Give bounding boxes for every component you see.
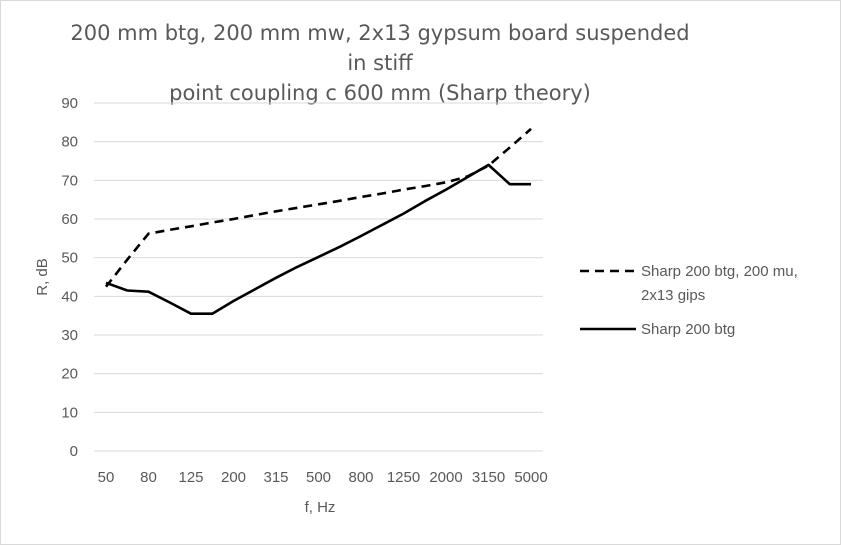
y-tick-label: 40 (61, 288, 78, 305)
x-tick-label: 3150 (472, 469, 505, 486)
x-tick-label: 50 (98, 469, 115, 486)
y-tick-label: 0 (70, 443, 78, 460)
x-tick-label: 315 (263, 469, 288, 486)
x-tick-label: 5000 (514, 469, 547, 486)
series-line-2 (105, 163, 531, 316)
y-axis-ticks: 0 10 20 30 40 50 60 70 80 90 (61, 95, 78, 460)
series-line-1 (104, 127, 532, 288)
y-tick-label: 80 (61, 134, 78, 151)
y-axis-title: R, dB (34, 258, 51, 296)
chart-title-line-1: 200 mm btg, 200 mm mw, 2x13 gypsum board… (70, 21, 690, 75)
y-tick-label: 90 (61, 95, 78, 112)
x-tick-label: 200 (221, 469, 246, 486)
x-tick-label: 80 (140, 469, 157, 486)
y-tick-label: 50 (61, 250, 78, 267)
x-tick-label: 125 (178, 469, 203, 486)
x-tick-label: 800 (348, 469, 373, 486)
x-axis-title: f, Hz (305, 499, 336, 516)
legend-label-1: Sharp 200 btg, 200 mu, (641, 263, 798, 280)
legend-label-2: Sharp 200 btg (641, 321, 735, 338)
x-tick-label: 500 (306, 469, 331, 486)
chart-title: 200 mm btg, 200 mm mw, 2x13 gypsum board… (60, 18, 700, 108)
series-lines (104, 127, 532, 316)
y-tick-label: 30 (61, 327, 78, 344)
y-tick-label: 20 (61, 366, 78, 383)
x-tick-label: 1250 (387, 469, 420, 486)
legend: Sharp 200 btg, 200 mu, 2x13 gips Sharp 200… (580, 263, 798, 338)
legend-label-1: 2x13 gips (641, 287, 705, 304)
x-tick-label: 2000 (429, 469, 462, 486)
gridlines (94, 102, 543, 452)
x-axis-ticks: 50 80 125 200 315 500 800 1250 2000 3150 5000 (98, 469, 548, 486)
y-tick-label: 10 (61, 404, 78, 421)
y-tick-label: 60 (61, 211, 78, 228)
y-tick-label: 70 (61, 172, 78, 189)
chart-title-line-2: point coupling c 600 mm (Sharp theory) (169, 81, 591, 105)
